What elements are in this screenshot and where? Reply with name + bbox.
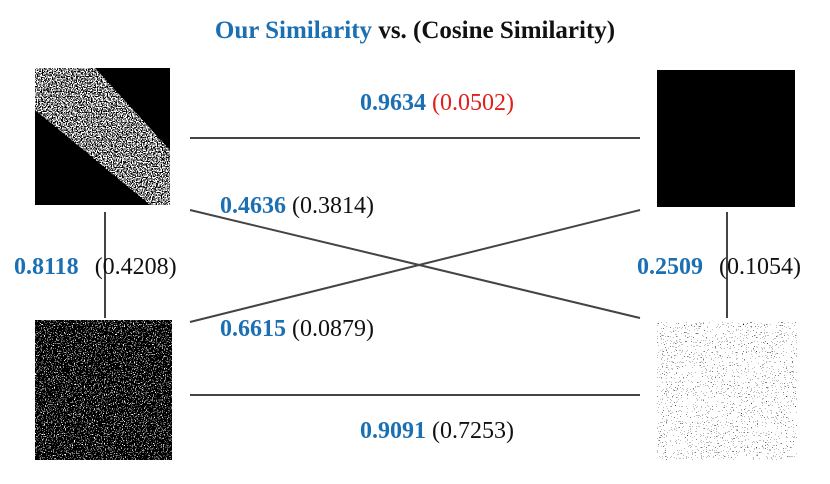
cosine-score: (0.0879) <box>292 316 374 342</box>
image-top-left <box>35 68 170 205</box>
our-score: 0.2509 <box>637 254 703 280</box>
cosine-score: (0.0502) <box>432 90 514 116</box>
our-score: 0.6615 <box>220 316 286 342</box>
title: Our Similarity vs. (Cosine Similarity) <box>215 17 615 44</box>
edge <box>189 209 641 319</box>
our-score: 0.8118 <box>14 254 79 280</box>
edge-label: 0.8118 (0.4208) <box>14 254 177 280</box>
title-rest: vs. (Cosine Similarity) <box>378 17 615 44</box>
edge-label: 0.6615 (0.0879) <box>220 316 374 342</box>
image-top-right <box>657 70 795 207</box>
edge <box>189 209 641 323</box>
our-score: 0.9634 <box>360 90 426 116</box>
cosine-score: (0.3814) <box>292 193 374 219</box>
edge-label: 0.9091 (0.7253) <box>360 418 514 444</box>
cosine-score: (0.7253) <box>432 418 514 444</box>
edge-label: 0.2509 (0.1054) <box>637 254 801 280</box>
edge-label: 0.4636 (0.3814) <box>220 193 374 219</box>
image-bottom-left <box>35 320 172 460</box>
our-score: 0.9091 <box>360 418 426 444</box>
title-ours: Our Similarity <box>215 17 373 44</box>
cosine-score: (0.1054) <box>719 254 801 280</box>
edge-label: 0.9634 (0.0502) <box>360 90 514 116</box>
image-bottom-right <box>657 322 797 460</box>
cosine-score: (0.4208) <box>95 254 177 280</box>
our-score: 0.4636 <box>220 193 286 219</box>
